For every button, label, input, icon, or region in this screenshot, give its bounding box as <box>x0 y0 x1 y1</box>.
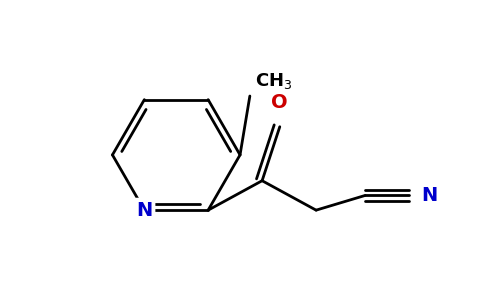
Text: N: N <box>421 186 438 205</box>
Text: O: O <box>272 93 288 112</box>
Text: N: N <box>136 201 152 220</box>
Text: CH$_3$: CH$_3$ <box>255 71 292 91</box>
